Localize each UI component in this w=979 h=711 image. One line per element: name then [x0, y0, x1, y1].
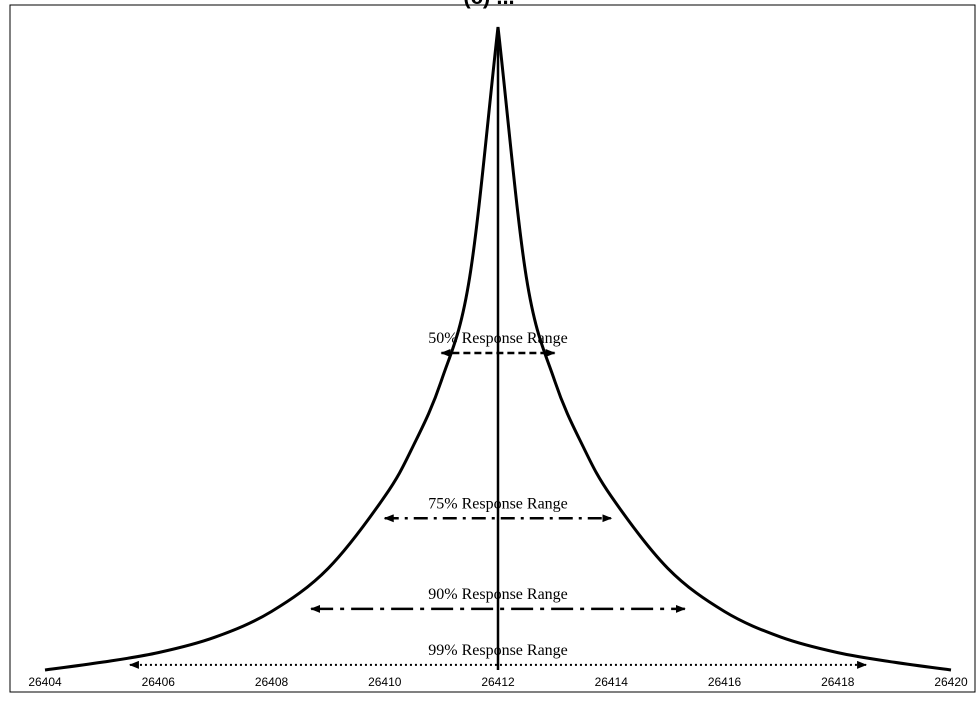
x-tick-label: 26420: [934, 675, 968, 689]
plot-frame: [9, 4, 976, 693]
x-tick-label: 26406: [142, 675, 176, 689]
x-tick-label: 26408: [255, 675, 289, 689]
range-label-3: 90% Response Range: [428, 586, 568, 603]
range-layer: 50% Response Range 75% Response Range 90% …: [128, 330, 868, 669]
x-tick-label: 26404: [28, 675, 62, 689]
x-tick-label: 26418: [821, 675, 855, 689]
x-tick-label: 26416: [708, 675, 742, 689]
x-axis-ticks: 26404 26406 26408 26410 26412 26414 26416 26418…: [28, 675, 968, 689]
range-label-4: 99% Response Range: [428, 642, 568, 659]
range-label-2: 75% Response Range: [428, 495, 568, 512]
x-tick-label: 26414: [595, 675, 629, 689]
x-tick-label: 26412: [481, 675, 515, 689]
x-tick-label: 26410: [368, 675, 402, 689]
range-label-1: 50% Response Range: [428, 330, 568, 347]
